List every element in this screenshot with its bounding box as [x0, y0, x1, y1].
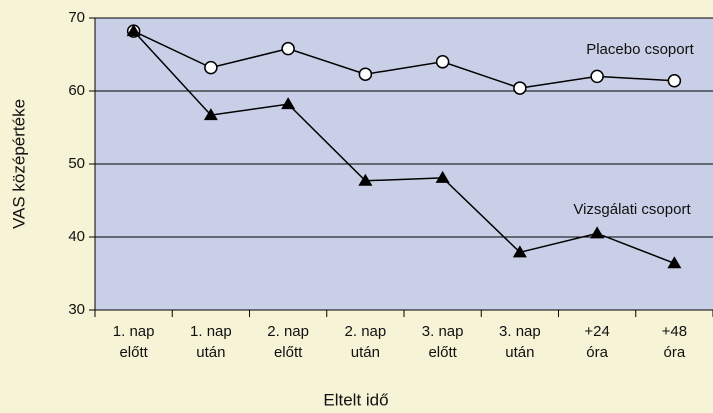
y-tick-label: 60	[68, 82, 85, 99]
x-tick-label: után	[505, 344, 534, 361]
x-tick-label: 1. nap	[113, 323, 155, 340]
point	[512, 245, 527, 258]
x-tick-label: után	[196, 344, 225, 361]
point	[590, 226, 605, 239]
point	[667, 74, 682, 88]
x-tick-label: előtt	[119, 344, 148, 361]
y-tick-label: 50	[68, 155, 85, 172]
point	[667, 256, 682, 269]
y-tick-label: 40	[68, 228, 85, 245]
y-tick-label: 70	[68, 9, 85, 26]
series-label: Vizsgálati csoport	[573, 201, 691, 218]
point	[204, 60, 218, 75]
point	[126, 24, 141, 37]
x-tick-label: 3. nap	[499, 323, 541, 340]
x-tick-label: előtt	[274, 344, 303, 361]
x-tick-label: óra	[586, 344, 608, 361]
x-tick-label: 1. nap	[190, 323, 232, 340]
x-tick-label: óra	[664, 344, 686, 361]
series-line	[133, 30, 675, 89]
point	[435, 55, 450, 69]
point	[281, 41, 295, 56]
point	[358, 67, 373, 81]
point	[358, 173, 373, 186]
point	[435, 170, 450, 183]
x-tick-label: 2. nap	[345, 323, 387, 340]
series-line	[133, 30, 675, 264]
y-axis-label: VAS középértéke	[9, 99, 28, 229]
x-tick-label: előtt	[428, 344, 457, 361]
point	[513, 81, 527, 95]
x-tick-label: +48	[662, 323, 687, 340]
x-tick-label: 3. nap	[422, 323, 464, 340]
x-tick-label: után	[351, 344, 380, 361]
y-tick-label: 30	[68, 301, 85, 318]
series-label: Placebo csoport	[586, 41, 694, 58]
x-tick-label: 2. nap	[267, 323, 309, 340]
x-tick-label: +24	[584, 323, 609, 340]
point	[590, 69, 604, 84]
x-axis-label: Eltelt idő	[323, 390, 388, 409]
point	[203, 108, 218, 121]
point	[281, 97, 296, 110]
